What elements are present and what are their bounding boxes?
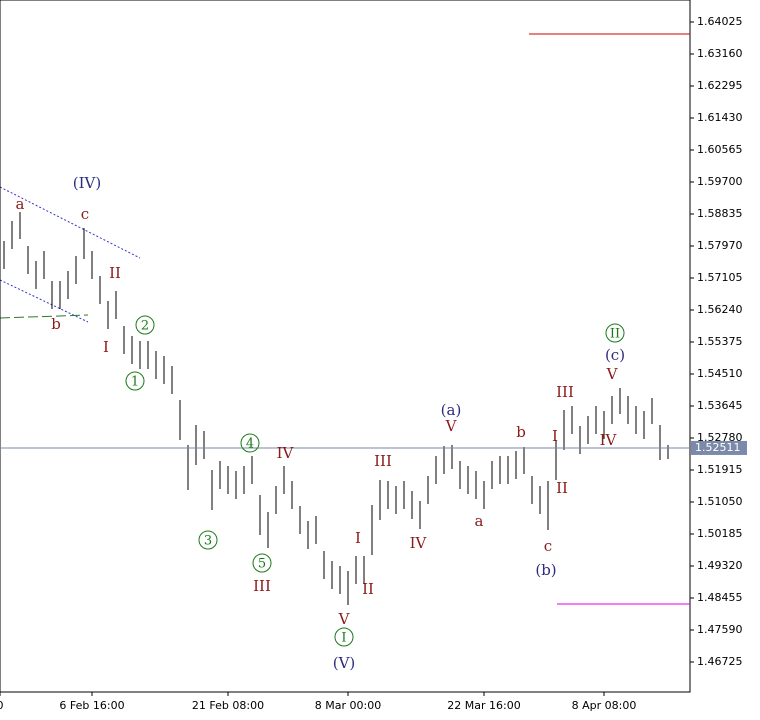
x-tick-label: 21 Feb 08:00 (192, 699, 264, 712)
plot-frame (0, 0, 691, 693)
trend-line (0, 314, 89, 319)
wave-label: (a) (441, 401, 462, 419)
wave-circle (135, 315, 155, 335)
wave-label: II (362, 580, 374, 598)
wave-label: II (556, 479, 568, 497)
wave-label: I (552, 427, 558, 445)
wave-label: III (374, 452, 392, 470)
wave-label: (b) (535, 561, 556, 579)
wave-label: V (606, 365, 619, 383)
y-tick-label: 1.57105 (697, 271, 743, 284)
y-tick-label: 1.48455 (697, 591, 743, 604)
wave-label: I (355, 529, 361, 547)
wave-label: (V) (333, 654, 356, 672)
wave-label: (c) (605, 346, 625, 364)
wave-label: I (341, 631, 346, 646)
y-tick-label: 1.49320 (697, 559, 743, 572)
x-tick-label: 0 (0, 699, 4, 712)
wave-label: II (109, 264, 121, 282)
y-tick-label: 1.54510 (697, 367, 743, 380)
wave-label: 4 (246, 437, 254, 452)
y-tick-label: 1.50185 (697, 527, 743, 540)
y-tick-label: 1.53645 (697, 399, 743, 412)
wave-label: (IV) (73, 174, 101, 192)
wave-circle (605, 323, 625, 343)
wave-label: IV (600, 431, 618, 449)
wave-label: 1 (131, 375, 139, 390)
wave-circle (125, 371, 145, 391)
wave-label: III (556, 383, 574, 401)
y-tick-label: 1.55375 (697, 335, 743, 348)
x-tick-label: 6 Feb 16:00 (59, 699, 124, 712)
x-tick-label: 8 Apr 08:00 (572, 699, 637, 712)
y-tick-label: 1.64025 (697, 15, 743, 28)
wave-circle (198, 530, 218, 550)
wave-label: c (544, 537, 552, 555)
y-tick-label: 1.46725 (697, 655, 743, 668)
wave-label: IV (277, 444, 295, 462)
wave-label: 2 (141, 319, 149, 334)
y-tick-label: 1.52780 (697, 431, 743, 444)
y-tick-label: 1.62295 (697, 79, 743, 92)
wave-label: III (253, 577, 271, 595)
y-tick-label: 1.59700 (697, 175, 743, 188)
y-tick-label: 1.51050 (697, 495, 743, 508)
wave-label: I (103, 338, 109, 356)
x-tick-label: 22 Mar 16:00 (447, 699, 520, 712)
wave-label: II (610, 327, 620, 342)
wave-label: V (445, 417, 458, 435)
wave-label: b (51, 315, 61, 333)
wave-label: b (516, 423, 526, 441)
y-tick-label: 1.57970 (697, 239, 743, 252)
wave-label: IV (410, 534, 428, 552)
wave-label: 3 (204, 534, 212, 549)
y-tick-label: 1.56240 (697, 303, 743, 316)
wave-circle (334, 627, 354, 647)
current-price-label: 1.52511 (695, 441, 741, 454)
x-tick-label: 8 Mar 00:00 (315, 699, 381, 712)
wave-label: 5 (258, 557, 266, 572)
wave-label: a (16, 195, 25, 213)
y-tick-label: 1.58835 (697, 207, 743, 220)
wave-label: V (338, 610, 351, 628)
wave-circle (252, 553, 272, 573)
y-tick-label: 1.61430 (697, 111, 743, 124)
current-price-box (691, 440, 747, 455)
wave-label: c (81, 205, 89, 223)
y-tick-label: 1.60565 (697, 143, 743, 156)
y-tick-label: 1.63160 (697, 47, 743, 60)
y-tick-label: 1.51915 (697, 463, 743, 476)
wave-circle (240, 433, 260, 453)
y-tick-label: 1.47590 (697, 623, 743, 636)
wave-label: a (475, 512, 484, 530)
